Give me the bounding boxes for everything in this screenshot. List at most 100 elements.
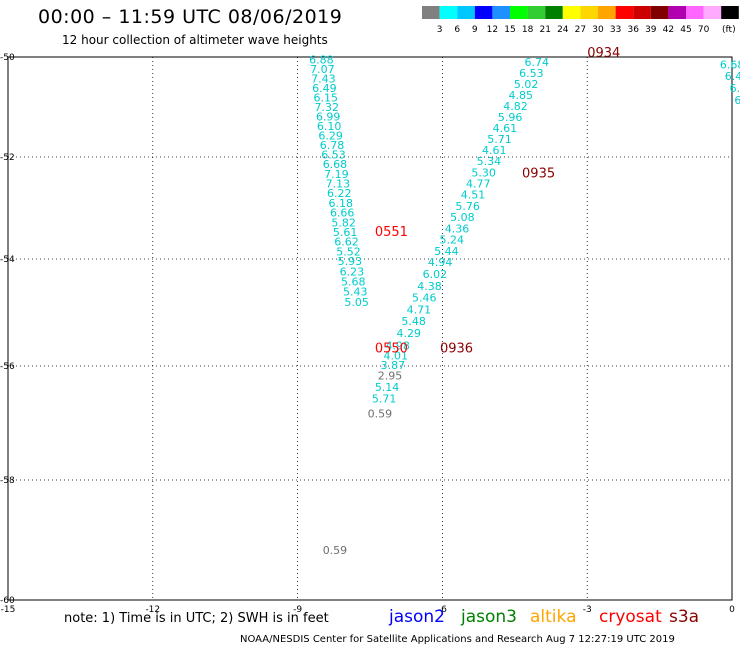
wave-height-label: 5.05 <box>344 296 369 309</box>
wave-height-label: 5.48 <box>401 315 426 328</box>
wave-height-label: 6.68 <box>323 158 348 171</box>
wave-height-label: 4.29 <box>397 327 422 340</box>
pass-time-label: 0936 <box>440 341 473 356</box>
wave-height-label: 6.22 <box>327 187 352 200</box>
y-tick-label: -52 <box>0 153 15 163</box>
wave-height-label: 6.62 <box>334 236 359 249</box>
scale-tick-label: 42 <box>663 25 674 35</box>
scale-tick-label: 9 <box>472 25 478 35</box>
scale-tick-label: 3 <box>437 25 443 35</box>
map-grid <box>7 56 733 601</box>
scale-swatch <box>598 6 616 19</box>
scale-tick-label: 70 <box>698 25 710 35</box>
color-scale-legend: 3 6 9 12 15 18 21 24 27 30 33 36 39 42 45 70 (ft) <box>422 6 739 35</box>
wave-height-label: 5.82 <box>331 216 356 229</box>
y-tick-label: -56 <box>0 362 15 372</box>
wave-height-label: 5.34 <box>477 155 502 168</box>
wave-height-label: 4.61 <box>482 144 507 157</box>
wave-height-label: 6.18 <box>328 197 353 210</box>
wave-height-label: 5.71 <box>372 392 397 405</box>
wave-height-label: 6.99 <box>316 111 341 124</box>
credit-footer: NOAA/NESDIS Center for Satellite Applica… <box>240 634 675 645</box>
satellite-name: jason2 <box>389 607 445 627</box>
wave-height-points: 6.887.077.436.496.157.326.996.106.296.78… <box>309 54 740 558</box>
scale-tick-label: 24 <box>557 25 569 35</box>
wave-height-label: 6.03 <box>730 82 740 95</box>
wave-height-label: 5.14 <box>375 381 400 394</box>
wave-height-label: 0.59 <box>368 407 393 420</box>
scale-tick-label: 12 <box>487 25 498 35</box>
scale-tick-label: 45 <box>680 25 691 35</box>
pass-time-labels: 0551 0550 0936 0935 0934 <box>375 46 620 356</box>
x-tick-label: -15 <box>1 605 16 615</box>
wave-height-label: 6.49 <box>312 82 337 95</box>
page-title: 00:00 – 11:59 UTC 08/06/2019 <box>38 6 343 28</box>
scale-swatch <box>686 6 704 19</box>
y-tick-label: -54 <box>0 255 15 265</box>
wave-height-label: 5.93 <box>338 255 363 268</box>
scale-tick-label: 30 <box>592 25 604 35</box>
wave-height-label: 5.43 <box>343 286 368 299</box>
scale-unit-label: (ft) <box>722 25 736 35</box>
wave-height-label: 6.74 <box>524 56 549 69</box>
wave-height-label: 6.10 <box>317 120 342 133</box>
scale-tick-label: 33 <box>610 25 621 35</box>
x-tick-label: -6 <box>438 605 447 615</box>
wave-height-label: 4.51 <box>461 189 486 202</box>
wave-height-label: 5.30 <box>471 166 496 179</box>
scale-swatch <box>474 6 493 19</box>
scale-swatch <box>650 6 669 19</box>
satellite-name: altika <box>530 607 577 627</box>
scale-swatch <box>545 6 563 19</box>
wave-height-label: 4.36 <box>445 222 470 235</box>
scale-tick-label: 21 <box>539 25 550 35</box>
wave-height-label: 4.94 <box>428 256 453 269</box>
satellite-name: cryosat <box>599 607 662 627</box>
wave-height-label: 5.71 <box>487 133 512 146</box>
scale-swatch <box>580 6 598 19</box>
wave-height-label: 6.78 <box>320 139 345 152</box>
wave-height-label: 7.43 <box>311 73 336 86</box>
wave-height-label: 5.08 <box>450 211 475 224</box>
scale-tick-label: 6 <box>454 25 460 35</box>
wave-height-label: 2.95 <box>378 370 403 383</box>
wave-height-label: 0.59 <box>323 544 348 557</box>
x-tick-label: 0 <box>729 605 735 615</box>
wave-height-label: 4.71 <box>407 303 432 316</box>
wave-height-label: 5.61 <box>333 226 358 239</box>
wave-height-label: 5.02 <box>514 78 539 91</box>
page-subtitle: 12 hour collection of altimeter wave hei… <box>62 33 328 47</box>
scale-swatch <box>668 6 686 19</box>
scale-swatch <box>562 6 581 19</box>
scale-swatch <box>510 6 528 19</box>
wave-height-label: 4.01 <box>384 349 409 362</box>
scale-swatch <box>457 6 475 19</box>
wave-height-label: 5.68 <box>341 275 366 288</box>
wave-height-label: 6.53 <box>321 149 346 162</box>
wave-height-label: 6.53 <box>519 67 544 80</box>
wave-height-label: 4.98 <box>385 340 410 353</box>
wave-height-label: 5.96 <box>498 111 523 124</box>
scale-tick-label: 36 <box>627 25 639 35</box>
scale-swatch <box>633 6 651 19</box>
wave-height-label: 6.88 <box>309 54 334 67</box>
satellite-name: s3a <box>669 607 700 627</box>
scale-swatch <box>703 6 722 19</box>
y-tick-label: -50 <box>0 53 15 63</box>
scale-swatch <box>439 6 458 19</box>
wave-height-label: 7.32 <box>314 101 339 114</box>
units-note: note: 1) Time is in UTC; 2) SWH is in fe… <box>64 611 329 626</box>
map-frame <box>7 56 733 601</box>
wave-height-label: 5.46 <box>412 292 437 305</box>
wave-height-label: 5.52 <box>336 245 361 258</box>
y-tick-label: -60 <box>0 596 15 606</box>
satellite-name: jason3 <box>461 607 517 627</box>
scale-swatch <box>615 6 634 19</box>
wave-height-label: 4.77 <box>466 178 491 191</box>
wave-height-label: 6.29 <box>318 130 343 143</box>
wave-height-label: 7.19 <box>324 168 349 181</box>
wave-height-label: 7.07 <box>310 63 335 76</box>
scale-swatch <box>527 6 546 19</box>
scale-swatch <box>422 6 440 19</box>
